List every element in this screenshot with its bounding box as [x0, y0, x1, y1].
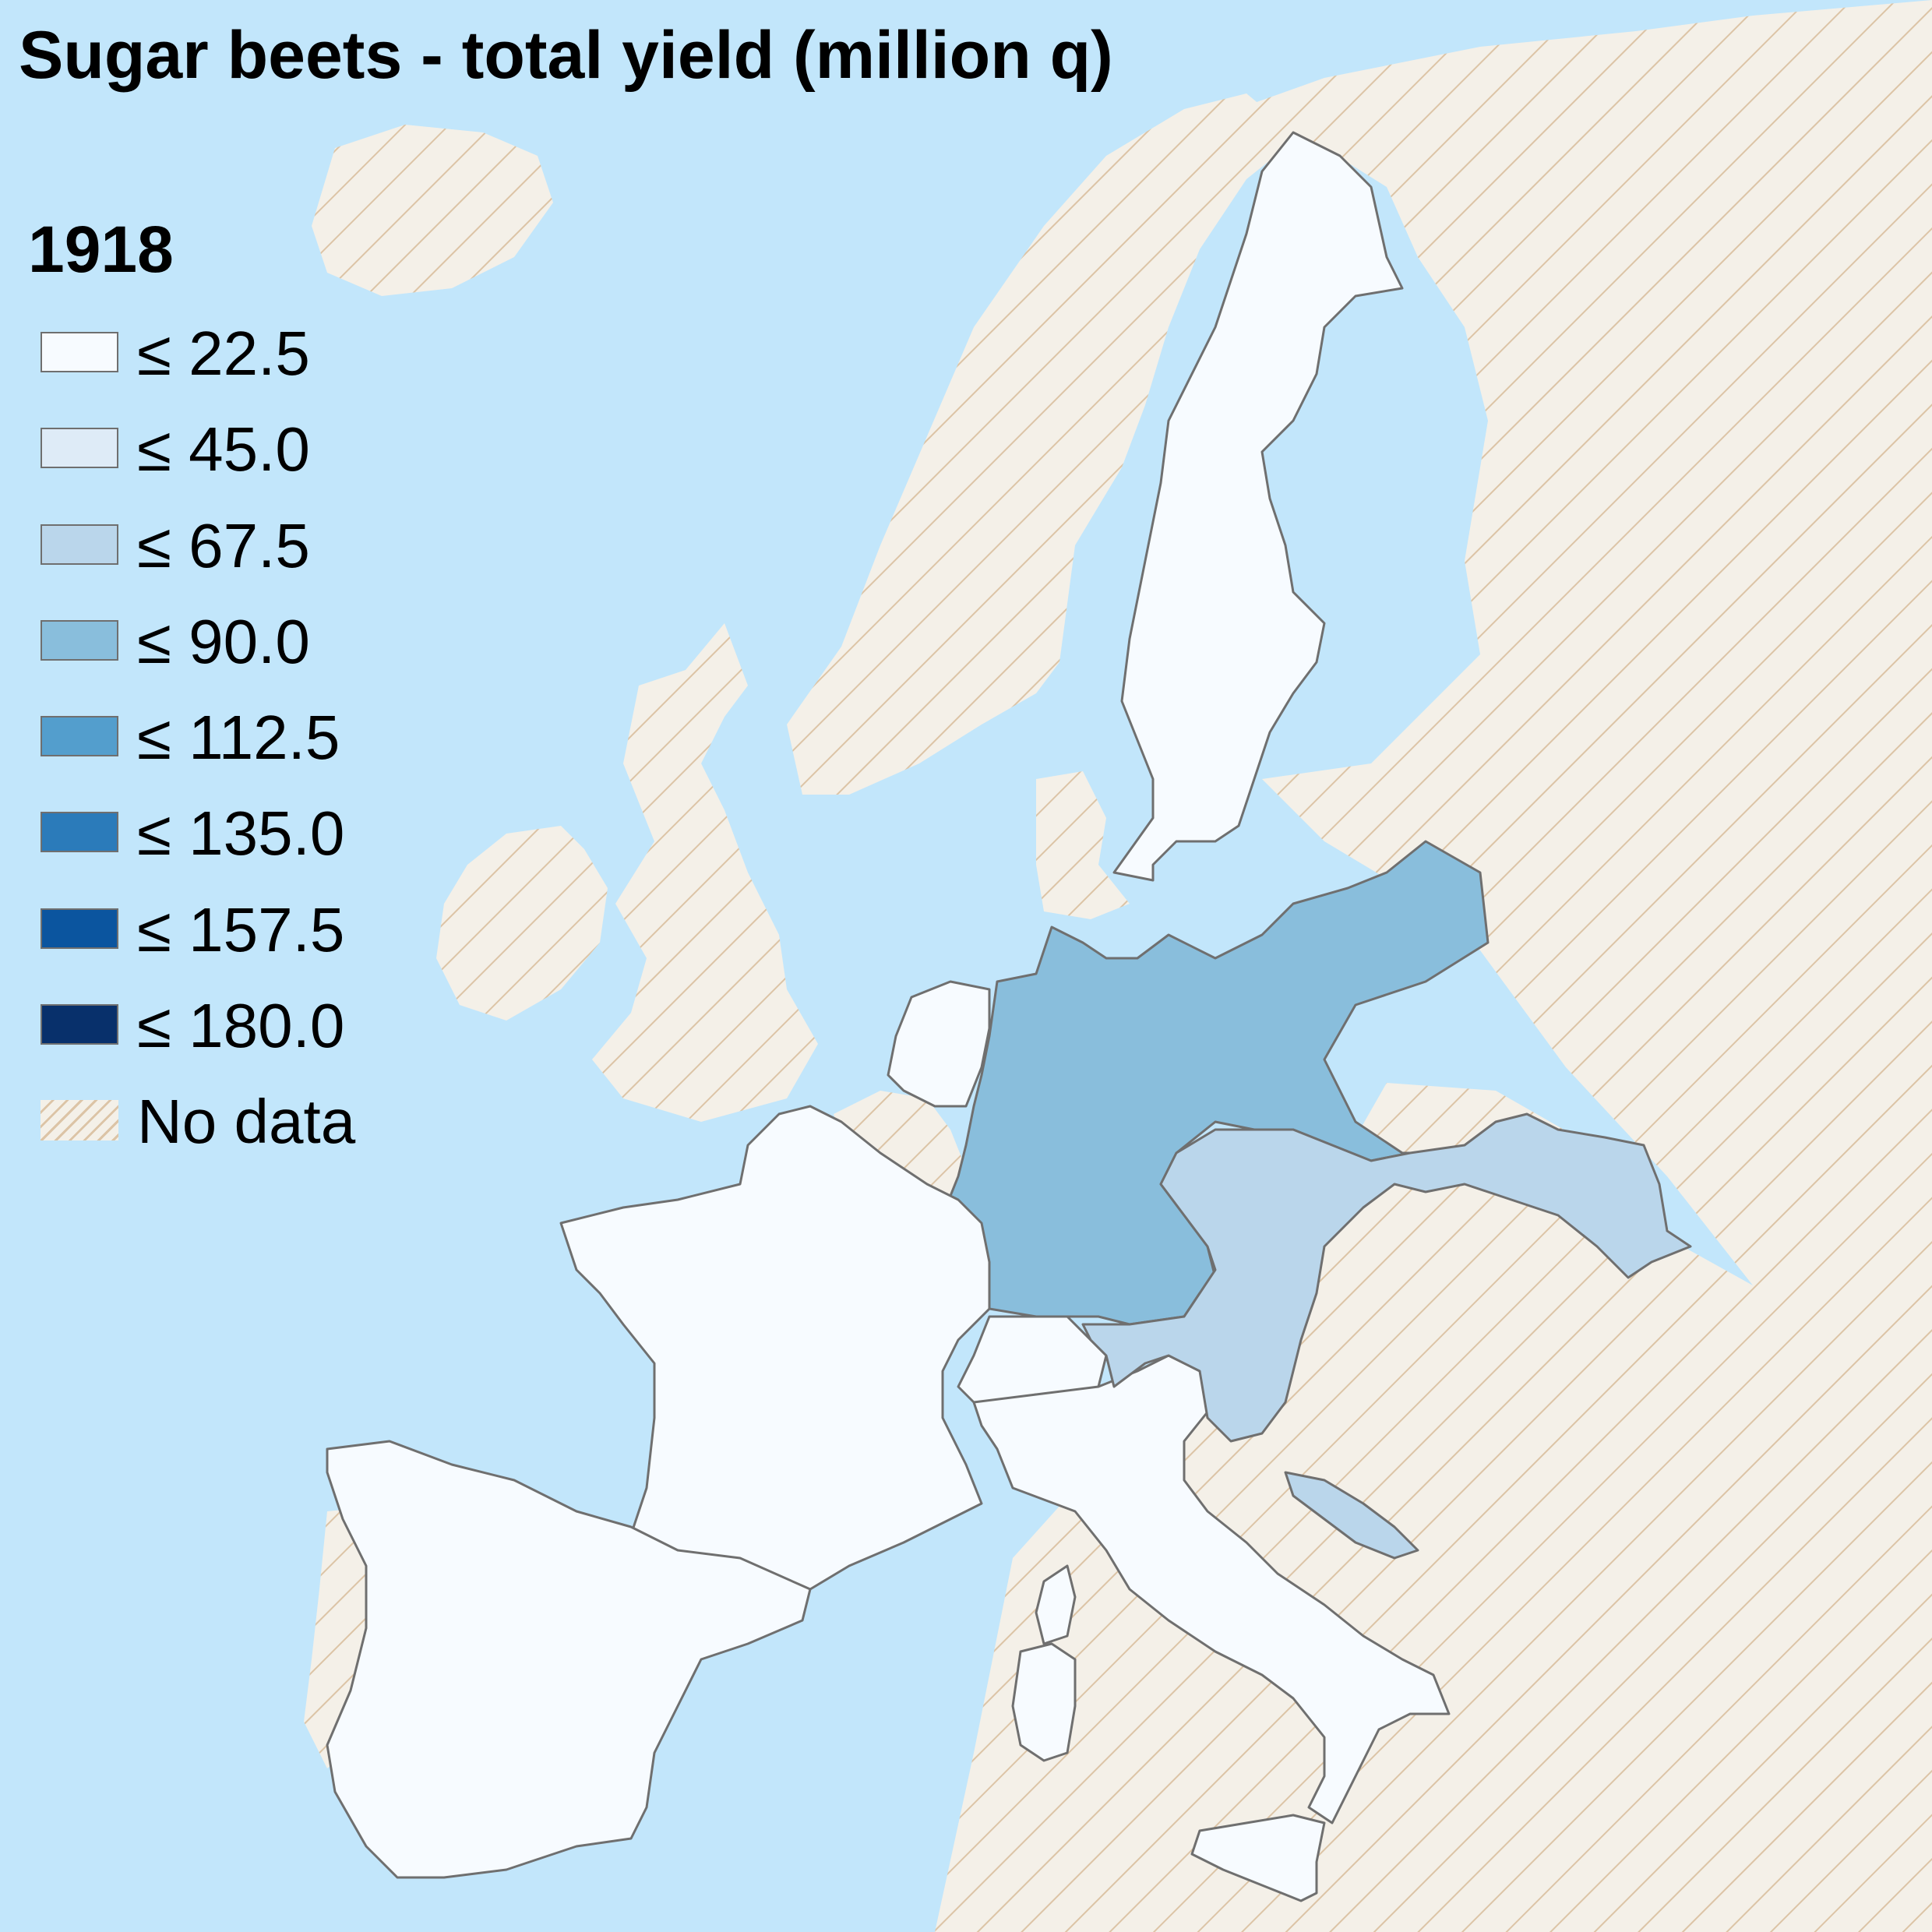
legend-swatch [41, 812, 118, 853]
legend-label: ≤ 45.0 [137, 414, 310, 485]
region-iceland [312, 125, 553, 296]
region-netherlands [887, 980, 991, 1108]
region-dalmatia [1284, 1471, 1419, 1560]
region-austria-hungary [1081, 1112, 1692, 1443]
region-sardinia [1011, 1642, 1077, 1762]
data-land [326, 131, 1692, 1902]
legend-swatch [41, 1004, 118, 1045]
legend-label: ≤ 135.0 [137, 799, 345, 869]
legend-swatch [41, 428, 118, 469]
legend-swatch [41, 524, 118, 565]
region-sweden [1112, 131, 1404, 882]
region-belgium [834, 1091, 966, 1208]
region-norway [787, 93, 1293, 795]
region-balkans-islands [1433, 1527, 1761, 1885]
legend-swatch [41, 619, 118, 661]
legend-swatch [41, 908, 118, 949]
legend-label: ≤ 22.5 [137, 319, 310, 388]
legend-label-nodata: No data [137, 1087, 356, 1157]
region-ireland [436, 826, 608, 1021]
region-corsica [1035, 1564, 1077, 1645]
map-title: Sugar beets - total yield (million q) [19, 18, 1113, 93]
legend-label: ≤ 90.0 [137, 606, 310, 676]
legend-label: ≤ 180.0 [137, 991, 345, 1061]
region-denmark [1036, 771, 1130, 919]
region-spain [326, 1440, 812, 1879]
year-label: 1918 [28, 213, 174, 286]
legend-swatch [41, 332, 118, 372]
region-uk [592, 623, 818, 1122]
legend-label: ≤ 157.5 [137, 894, 345, 964]
legend-swatch-nodata [41, 1100, 118, 1141]
region-sicily [1190, 1814, 1326, 1902]
legend-label: ≤ 67.5 [137, 510, 310, 580]
legend-label: ≤ 112.5 [137, 703, 340, 773]
legend-swatch [41, 716, 118, 757]
